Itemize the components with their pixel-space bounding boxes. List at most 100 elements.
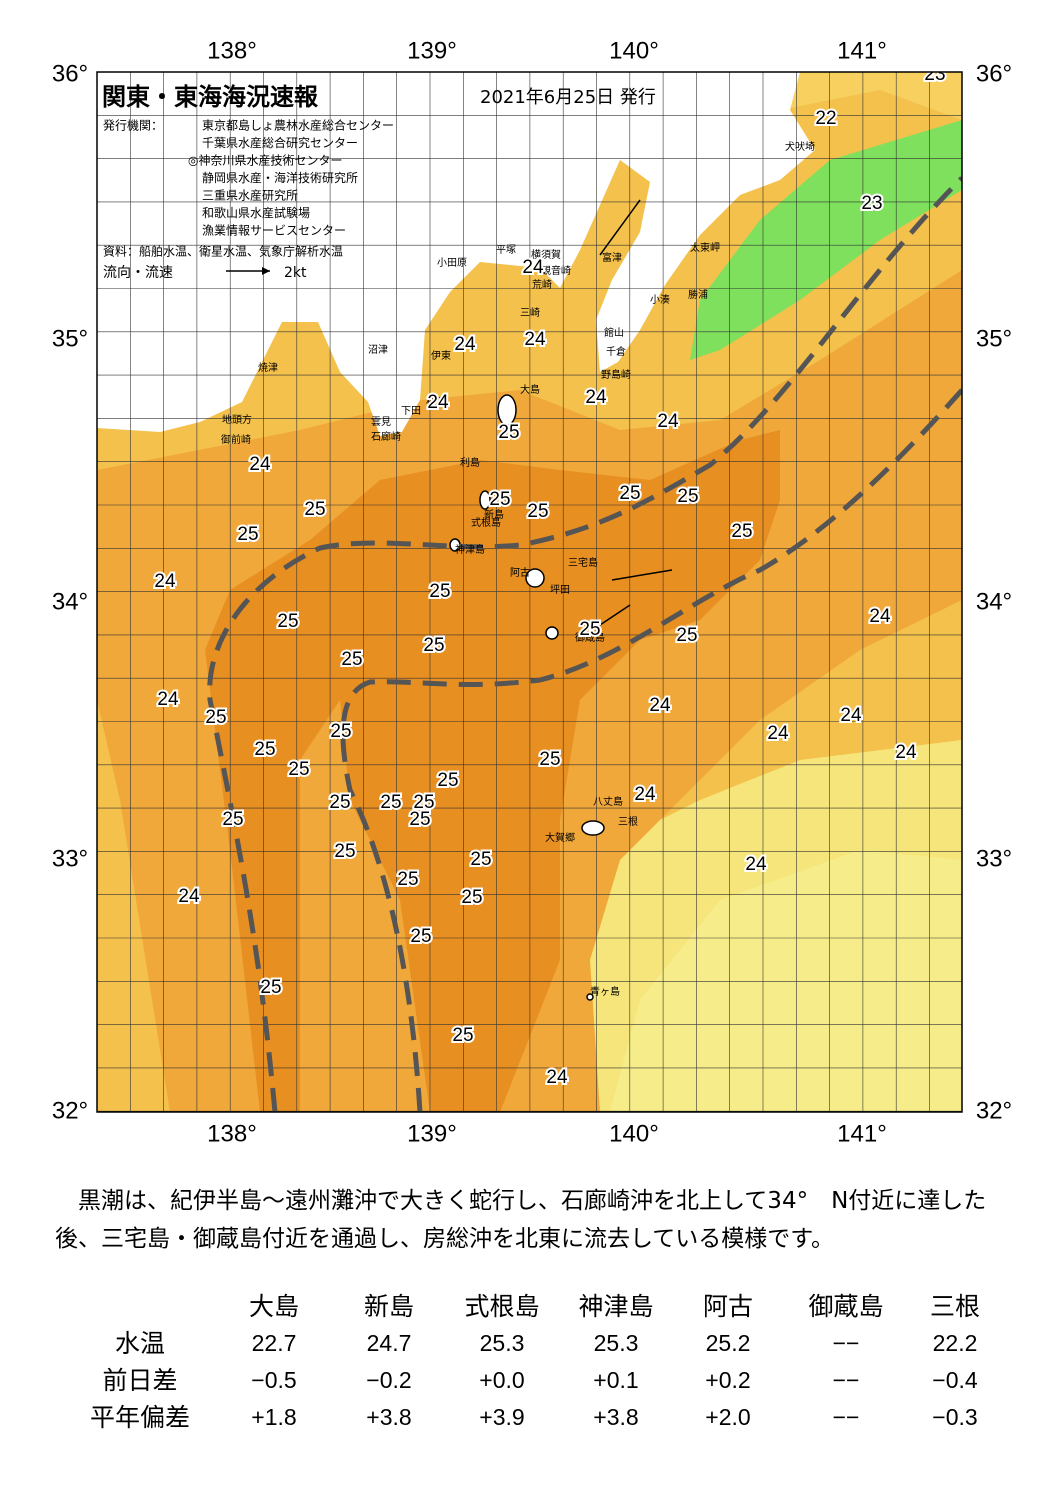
cell: +0.1 — [593, 1367, 638, 1393]
lat-label: 35° — [52, 325, 88, 352]
map-frame — [96, 71, 963, 1113]
lat-label: 32° — [976, 1097, 1012, 1124]
cell: 25.3 — [594, 1330, 639, 1356]
place-name: 観音崎 — [541, 264, 571, 277]
lat-label: 32° — [52, 1097, 88, 1124]
lat-label: 33° — [976, 845, 1012, 872]
isotherm-label: 24 — [546, 1067, 568, 1088]
isotherm-label: 24 — [154, 571, 176, 592]
issue-date: 2021年6月25日 発行 — [480, 87, 656, 108]
flow-arrow — [611, 569, 673, 581]
isotherm-label: 25 — [341, 649, 362, 670]
island — [479, 490, 491, 510]
legend-arrowhead — [262, 267, 270, 275]
place-name: 八丈島 — [593, 795, 623, 808]
isotherm-label: 25 — [437, 770, 458, 791]
cell: +0.0 — [479, 1367, 524, 1393]
isotherm-label: 25 — [579, 619, 600, 640]
isotherm-label: 24 — [157, 689, 179, 710]
cell: +2.0 — [705, 1404, 750, 1430]
lat-label: 36° — [52, 60, 88, 87]
place-name: 大島 — [520, 383, 540, 396]
column-header: 新島 — [364, 1292, 414, 1321]
cell: 25.2 — [706, 1330, 751, 1356]
isotherm-label: 25 — [222, 809, 243, 830]
land — [97, 72, 815, 436]
place-name: 館山 — [604, 326, 624, 339]
isotherm-label: 25 — [429, 581, 450, 602]
isotherm-label: 25 — [329, 792, 350, 813]
place-name: 阿古 — [510, 566, 530, 579]
cell: −0.4 — [932, 1367, 978, 1393]
place-name: 下田 — [401, 406, 421, 417]
summary: 黒潮は、紀伊半島～遠州灘沖で大きく蛇行し、石廊崎沖を北上して34° N付近に達し… — [55, 1188, 987, 1252]
place-name: 焼津 — [258, 362, 278, 374]
place-name: 野島崎 — [601, 368, 631, 381]
isotherm-label: 25 — [410, 926, 431, 947]
isotherm-label: 25 — [498, 422, 519, 443]
lon-label: 139° — [407, 37, 457, 64]
place-name: 三崎 — [520, 306, 540, 319]
island — [545, 626, 559, 640]
isotherm-label: 25 — [489, 489, 510, 510]
place-name: 石廊崎 — [371, 430, 401, 443]
grid — [97, 72, 962, 1112]
place-name: 沼津 — [368, 343, 388, 356]
place-name: 坪田 — [550, 583, 570, 596]
isotherm-label: 25 — [237, 524, 258, 545]
isotherm-label: 24 — [522, 257, 544, 278]
isotherm-label: 24 — [649, 695, 671, 716]
lon-label: 138° — [207, 1120, 257, 1147]
lon-label: 140° — [609, 37, 659, 64]
isotherm-label: 25 — [413, 792, 434, 813]
isotherm-label: 24 — [454, 334, 476, 355]
isotherm-label: 24 — [840, 705, 862, 726]
isotherm-label: 24 — [657, 411, 679, 432]
cell: 22.2 — [933, 1330, 978, 1356]
column-header: 三根 — [930, 1292, 980, 1321]
place-name: 三根 — [618, 815, 638, 828]
issuers-label: 発行機関： — [103, 118, 163, 133]
isotherm-label: 25 — [260, 977, 281, 998]
column-header: 御蔵島 — [808, 1292, 883, 1321]
issuer: 漁業情報サービスセンター — [202, 224, 346, 238]
isotherm-label: 25 — [452, 1025, 473, 1046]
place-name: 千倉 — [606, 345, 626, 358]
place-name: 雲見 — [371, 416, 391, 428]
isotherm-label: 25 — [397, 869, 418, 890]
issuer: 静岡県水産・海洋技術研究所 — [202, 170, 358, 185]
lon-label: 138° — [207, 37, 257, 64]
lat-label: 36° — [976, 60, 1012, 87]
place-name: 小湊 — [650, 293, 670, 306]
isotherm-label: 25 — [304, 499, 325, 520]
isotherm-label: 24 — [634, 784, 656, 805]
cell: 25.3 — [480, 1330, 525, 1356]
isotherm-label: 24 — [524, 329, 546, 350]
issuer: 千葉県水産総合研究センター — [202, 135, 358, 150]
legend-label: 流向・流速 — [103, 265, 173, 281]
axes: 138° 138° 139° 139° 140° 140° 141° 141° 36° 36° 35… — [52, 37, 1012, 1147]
isotherm-label: 24 — [249, 454, 271, 475]
isotherm-label: 25 — [461, 887, 482, 908]
kuroshio-axis — [207, 176, 962, 1112]
isotherm-label: 25 — [470, 849, 491, 870]
cell: +1.8 — [251, 1404, 296, 1430]
title: 関東・東海海況速報 — [102, 83, 319, 111]
place-name: 犬吠埼 — [785, 140, 815, 153]
cell: −0.3 — [932, 1404, 977, 1430]
place-name: 御前崎 — [221, 433, 251, 446]
place-name: 三宅島 — [568, 556, 598, 569]
isotherm-label: 25 — [277, 611, 298, 632]
island — [586, 993, 594, 1001]
cell: +3.8 — [593, 1404, 638, 1430]
isotherm-label: 25 — [334, 841, 355, 862]
issuer: 三重県水産研究所 — [202, 188, 298, 203]
place-name: 横須賀 — [531, 248, 561, 261]
flow-arrow — [599, 199, 641, 256]
kuroshio-line — [340, 388, 962, 1112]
lon-label: 139° — [407, 1120, 457, 1147]
isotherm-label: 25 — [288, 759, 309, 780]
